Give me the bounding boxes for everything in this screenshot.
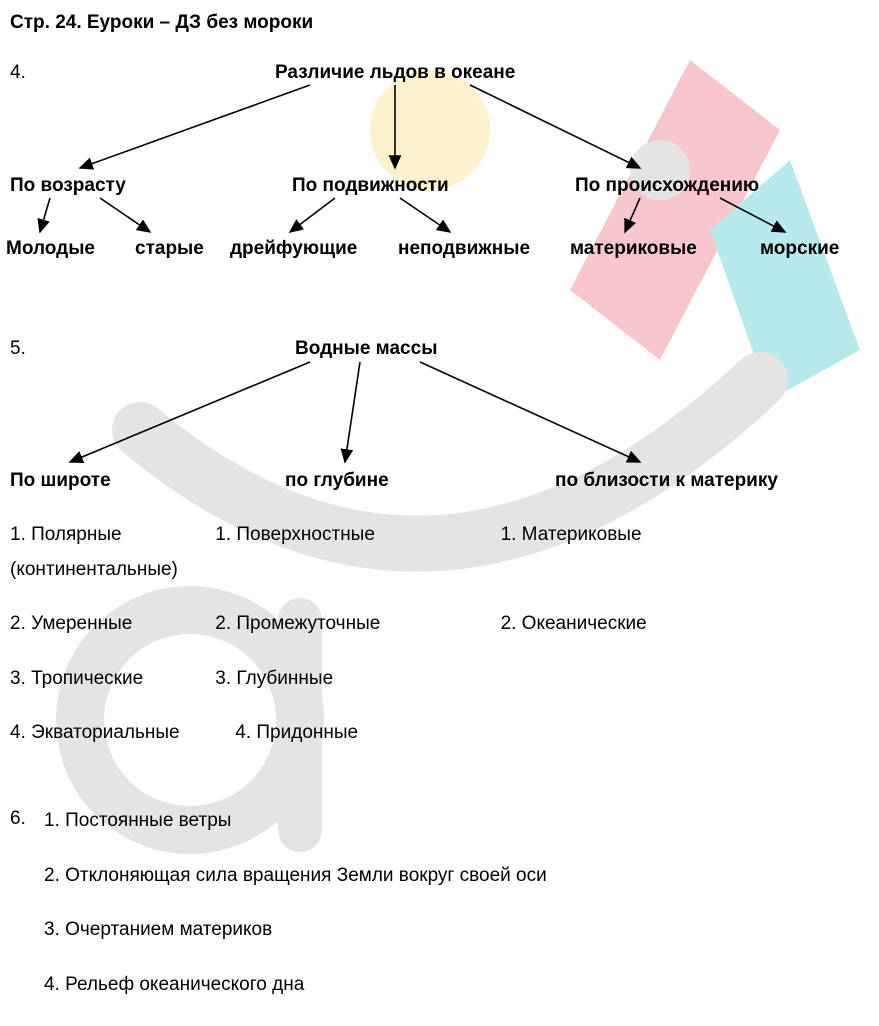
d4-branch-2-label: По происхождению bbox=[575, 175, 759, 197]
d4-root: Различие льдов в океане bbox=[275, 62, 515, 84]
page-title: Стр. 24. Еуроки – ДЗ без мороки bbox=[10, 12, 869, 34]
d4-branch-0-label: По возрасту bbox=[10, 175, 126, 197]
s6-item-0: 1. Постоянные ветры bbox=[44, 808, 844, 835]
d5-branch-1: по глубине bbox=[285, 470, 389, 492]
s6-item-3: 4. Рельеф океанического дна bbox=[44, 972, 844, 999]
d5-col1-4: 4. Экваториальные bbox=[10, 720, 230, 747]
section-6-list: 1. Постоянные ветры 2. Отклоняющая сила … bbox=[44, 808, 844, 1026]
s6-item-1: 2. Отклоняющая сила вращения Земли вокру… bbox=[44, 863, 844, 890]
d5-root: Водные массы bbox=[295, 338, 437, 360]
d5-col2-0: 1. Поверхностные bbox=[215, 522, 495, 549]
d5-col2-3: 3. Глубинные bbox=[215, 666, 495, 693]
d5-col2-4: 4. Придонные bbox=[235, 720, 495, 747]
d4-leaf-1-1: неподвижные bbox=[398, 238, 530, 260]
d5-col1-2: 2. Умеренные bbox=[10, 611, 210, 638]
d5-col1-1: (континентальные) bbox=[10, 557, 210, 584]
d4-leaf-1-0: дрейфующие bbox=[230, 238, 357, 260]
d5-col2-2: 2. Промежуточные bbox=[215, 611, 495, 638]
section-6-number: 6. bbox=[10, 808, 26, 830]
d4-leaf-0-1: старые bbox=[135, 238, 204, 260]
section-4-number: 4. bbox=[10, 62, 26, 84]
d5-col1-0: 1. Полярные bbox=[10, 522, 210, 549]
d4-branch-1-label: По подвижности bbox=[292, 175, 449, 197]
d5-col1-3: 3. Тропические bbox=[10, 666, 210, 693]
d5-list-grid: 1. Полярные 1. Поверхностные 1. Материко… bbox=[10, 522, 870, 775]
d5-col3-0: 1. Материковые bbox=[501, 522, 642, 549]
s6-item-2: 3. Очертанием материков bbox=[44, 917, 844, 944]
section-5-number: 5. bbox=[10, 338, 26, 360]
d5-branch-0: По широте bbox=[10, 470, 111, 492]
d5-col3-2: 2. Океанические bbox=[501, 611, 647, 638]
d5-branch-2: по близости к материку bbox=[555, 470, 778, 492]
d4-leaf-0-0: Молодые bbox=[6, 238, 95, 260]
d4-leaf-2-1: морские bbox=[760, 238, 839, 260]
d4-leaf-2-0: материковые bbox=[570, 238, 697, 260]
